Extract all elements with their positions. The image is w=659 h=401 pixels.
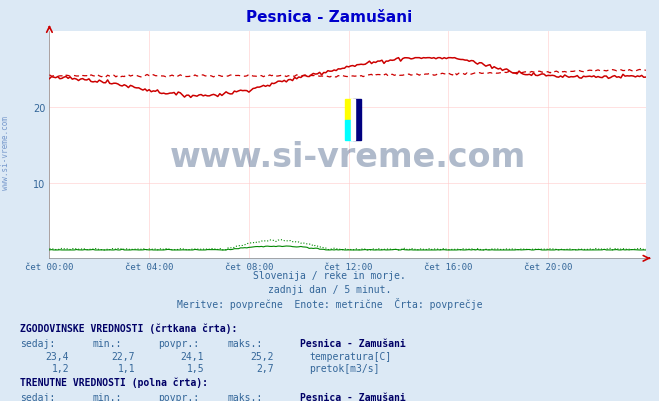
Polygon shape — [351, 100, 355, 141]
Text: 1,5: 1,5 — [186, 363, 204, 373]
Bar — [345, 120, 353, 141]
Text: maks.:: maks.: — [227, 392, 262, 401]
Text: www.si-vreme.com: www.si-vreme.com — [1, 115, 10, 189]
Text: zadnji dan / 5 minut.: zadnji dan / 5 minut. — [268, 284, 391, 294]
Text: pretok[m3/s]: pretok[m3/s] — [309, 363, 380, 373]
Text: ZGODOVINSKE VREDNOSTI (črtkana črta):: ZGODOVINSKE VREDNOSTI (črtkana črta): — [20, 323, 237, 333]
Text: 1,2: 1,2 — [51, 363, 69, 373]
Bar — [353, 100, 361, 141]
Text: Meritve: povprečne  Enote: metrične  Črta: povprečje: Meritve: povprečne Enote: metrične Črta:… — [177, 297, 482, 309]
Text: sedaj:: sedaj: — [20, 392, 55, 401]
Text: www.si-vreme.com: www.si-vreme.com — [169, 140, 526, 173]
Text: povpr.:: povpr.: — [158, 338, 199, 348]
Text: povpr.:: povpr.: — [158, 392, 199, 401]
Text: 23,4: 23,4 — [45, 351, 69, 361]
Text: sedaj:: sedaj: — [20, 338, 55, 348]
Text: min.:: min.: — [92, 392, 122, 401]
Text: 25,2: 25,2 — [250, 351, 273, 361]
Text: TRENUTNE VREDNOSTI (polna črta):: TRENUTNE VREDNOSTI (polna črta): — [20, 377, 208, 387]
Text: Pesnica - Zamušani: Pesnica - Zamušani — [300, 392, 405, 401]
Text: maks.:: maks.: — [227, 338, 262, 348]
Text: min.:: min.: — [92, 338, 122, 348]
Text: 1,1: 1,1 — [117, 363, 135, 373]
Text: 22,7: 22,7 — [111, 351, 135, 361]
Text: 2,7: 2,7 — [256, 363, 273, 373]
Text: Slovenija / reke in morje.: Slovenija / reke in morje. — [253, 271, 406, 281]
Bar — [345, 100, 353, 120]
Text: 24,1: 24,1 — [181, 351, 204, 361]
Text: temperatura[C]: temperatura[C] — [309, 351, 391, 361]
Text: Pesnica - Zamušani: Pesnica - Zamušani — [246, 10, 413, 25]
Text: Pesnica - Zamušani: Pesnica - Zamušani — [300, 338, 405, 348]
